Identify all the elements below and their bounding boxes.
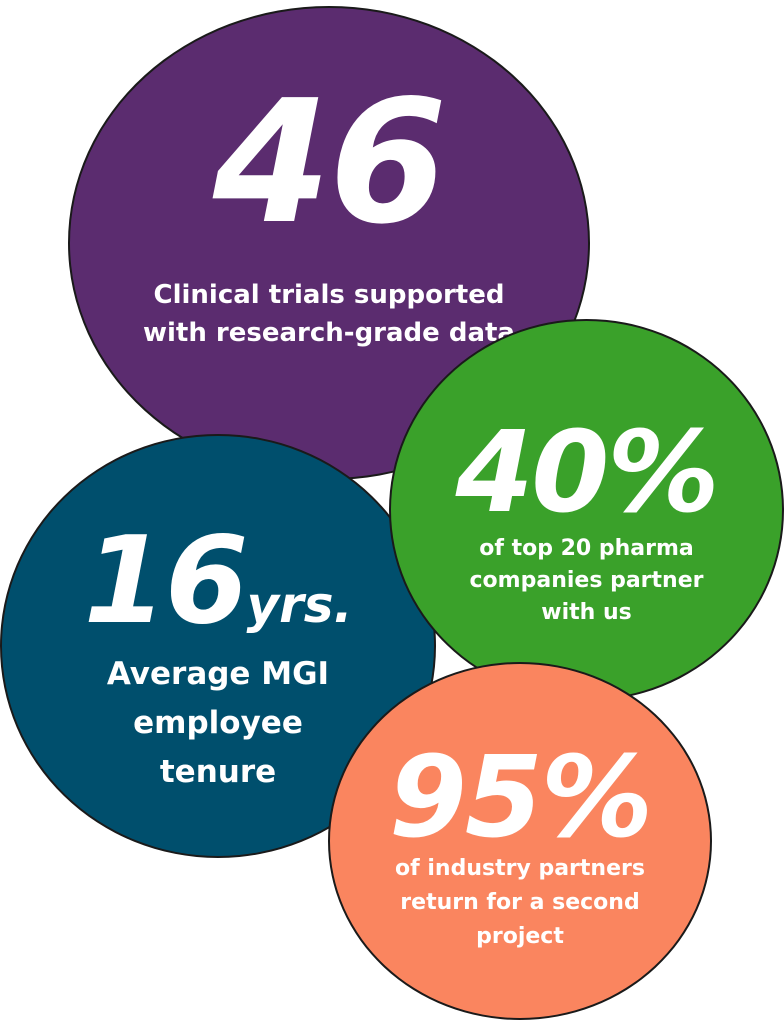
stat-bubble-clinical-trials: 46 Clinical trials supported with resear… bbox=[68, 6, 590, 480]
stat-caption: Average MGI employee tenure bbox=[106, 656, 330, 790]
stat-bubble-returning-partners: 95% of industry partners return for a se… bbox=[328, 662, 712, 1020]
stat-number-unit: yrs. bbox=[246, 576, 353, 634]
stat-number-value: 16 bbox=[83, 512, 248, 651]
stat-caption: of industry partners return for a second… bbox=[395, 856, 645, 949]
stat-number: 16yrs. bbox=[2, 522, 434, 642]
stat-bubble-pharma-partners: 40% of top 20 pharma companies partner w… bbox=[389, 319, 784, 701]
stat-caption: Clinical trials supported with research-… bbox=[143, 280, 515, 348]
stat-number: 46 bbox=[70, 78, 588, 248]
stat-number-value: 95% bbox=[388, 733, 653, 863]
stat-caption: of top 20 pharma companies partner with … bbox=[469, 536, 704, 625]
stat-number: 95% bbox=[330, 742, 710, 854]
stat-number-value: 40% bbox=[455, 408, 719, 538]
stat-number-value: 46 bbox=[212, 64, 448, 262]
stat-number: 40% bbox=[391, 417, 782, 529]
